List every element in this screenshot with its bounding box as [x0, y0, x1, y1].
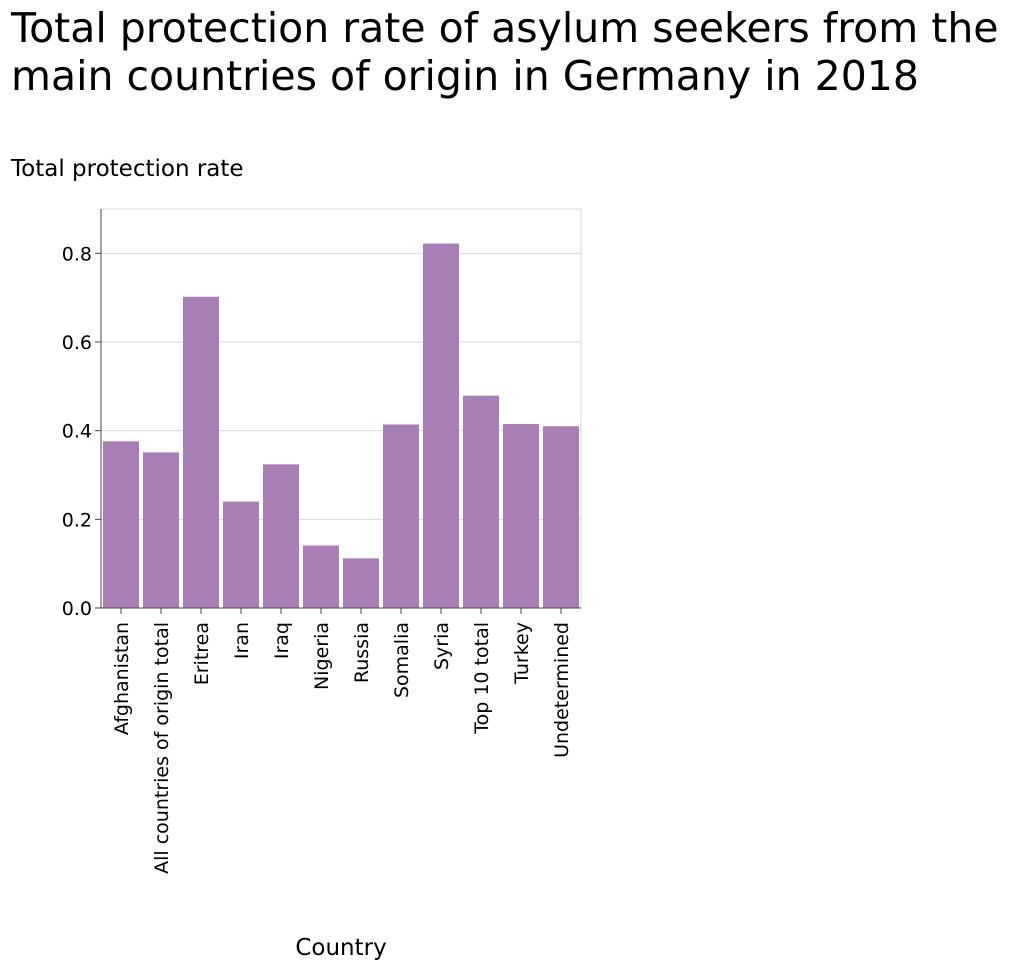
bar-turkey — [503, 424, 539, 608]
bar-russia — [343, 558, 379, 608]
x-tick-label: Afghanistan — [111, 622, 133, 735]
x-axis-label: Country — [295, 935, 386, 961]
y-tick-label: 0.6 — [62, 332, 92, 354]
y-axis-label: Total protection rate — [11, 156, 244, 182]
y-tick-label: 0.2 — [62, 509, 92, 531]
x-tick-label: Syria — [431, 622, 453, 670]
grid-lines — [101, 208, 582, 608]
bars — [103, 243, 579, 608]
x-tick-label: Top 10 total — [471, 622, 493, 735]
bar-eritrea — [183, 296, 219, 608]
x-tick-label: All countries of origin total — [151, 622, 173, 874]
y-tick-label: 0.8 — [62, 243, 92, 265]
x-tick-label: Iran — [231, 622, 253, 659]
bar-iran — [223, 501, 259, 608]
y-tick-label: 0.0 — [62, 598, 92, 620]
bar-iraq — [263, 464, 299, 608]
x-tick-label: Turkey — [511, 622, 533, 685]
bar-all-countries-of-origin-total — [143, 452, 179, 608]
x-tick-label: Eritrea — [191, 622, 213, 685]
bar-syria — [423, 243, 459, 608]
bar-undetermined — [543, 426, 579, 608]
bar-nigeria — [303, 545, 339, 608]
chart-title: Total protection rate of asylum seekers … — [11, 4, 999, 100]
x-tick-label: Iraq — [271, 622, 293, 659]
x-tick-label: Nigeria — [311, 622, 333, 690]
x-tick-label: Undetermined — [551, 622, 573, 758]
axes: 0.0 0.2 0.4 0.6 0.8 Afghanistan All countries … — [62, 209, 581, 874]
bar-somalia — [383, 424, 419, 608]
x-tick-label: Somalia — [391, 622, 413, 698]
bar-top-10-total — [463, 395, 499, 608]
x-tick-label: Russia — [351, 622, 373, 683]
bar-afghanistan — [103, 441, 139, 608]
y-tick-label: 0.4 — [62, 421, 92, 443]
